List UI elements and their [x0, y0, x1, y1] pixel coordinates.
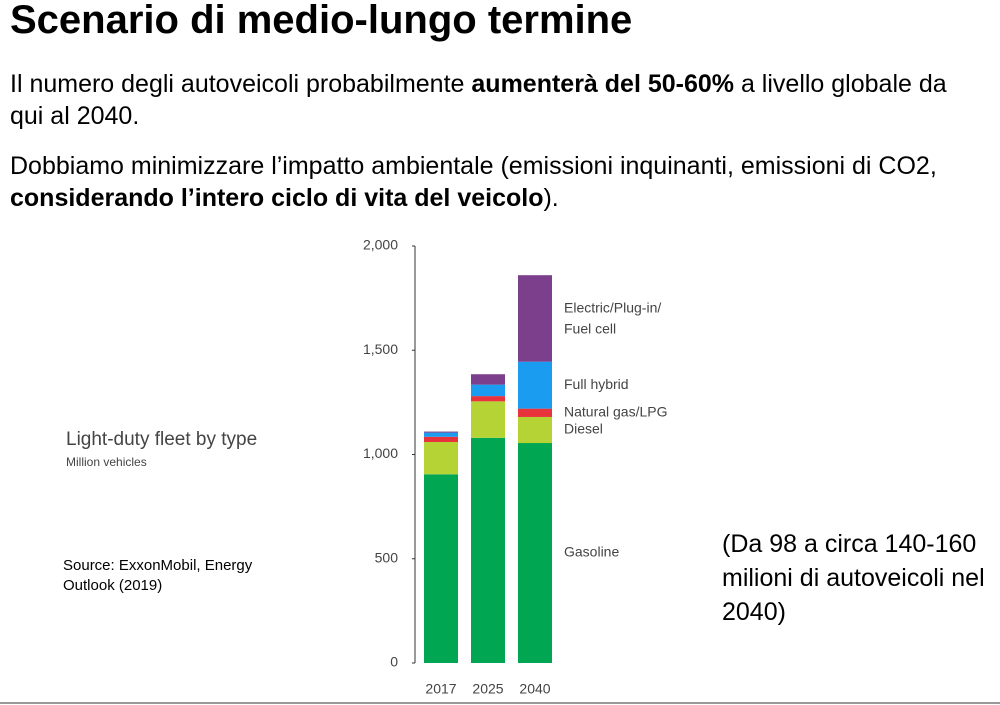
text-run: considerando l’intero ciclo di vita del … — [10, 184, 544, 212]
bar-segment — [471, 384, 505, 397]
bar-segment — [424, 436, 458, 442]
text-run: a livello globale da qui al 2040. — [10, 70, 947, 130]
bar-segment — [424, 474, 458, 663]
legend-label: Full hybrid — [564, 376, 629, 392]
x-tick-label: 2025 — [472, 681, 503, 697]
paragraph: Dobbiamo minimizzare l’impatto ambiental… — [10, 150, 1000, 214]
source: Source: ExxonMobil, Energy Outlook (2019… — [63, 557, 253, 594]
bar-segment — [424, 441, 458, 475]
chart-subtitle: Million vehicles — [66, 455, 147, 469]
legend-label: Electric/Plug-in/Fuel cell — [564, 299, 661, 336]
bar-segment — [424, 432, 458, 437]
slide-title: Scenario di medio-lungo termine — [10, 0, 633, 42]
bottom-rule — [0, 702, 1000, 704]
y-tick-label: 1,500 — [363, 341, 398, 357]
y-tick-label: 1,000 — [363, 445, 398, 461]
bar-segment — [471, 401, 505, 438]
x-tick-label: 2040 — [519, 681, 550, 697]
legend-label: Diesel — [564, 421, 603, 437]
note: (Da 98 a circa 140-160 milioni di autove… — [722, 530, 985, 626]
bar-segment — [471, 437, 505, 663]
legend-label: Natural gas/LPG — [564, 404, 668, 420]
bar-segment — [518, 275, 552, 362]
bar-segment — [471, 396, 505, 402]
text-run: aumenterà del 50-60% — [471, 70, 735, 98]
y-tick-label: 500 — [375, 549, 399, 565]
paragraph: Il numero degli autoveicoli probabilment… — [10, 68, 970, 132]
bar-segment — [518, 416, 552, 444]
bar-segment — [424, 431, 458, 433]
text-run: ). — [543, 184, 559, 212]
legend-line: Electric/Plug-in/ — [564, 299, 661, 315]
bar-segment — [518, 443, 552, 663]
text-run: Dobbiamo minimizzare l’impatto ambiental… — [10, 152, 937, 180]
y-tick-label: 2,000 — [363, 237, 398, 253]
legend-line: Fuel cell — [564, 320, 616, 336]
bar-segment — [471, 374, 505, 385]
text-run: Il numero degli autoveicoli probabilment… — [10, 70, 472, 98]
bar-segment — [518, 361, 552, 409]
y-tick-label: 0 — [390, 654, 398, 670]
legend-label: Gasoline — [564, 544, 619, 560]
bar-segment — [518, 408, 552, 417]
chart-title: Light-duty fleet by type — [66, 429, 257, 450]
x-tick-label: 2017 — [425, 681, 456, 697]
